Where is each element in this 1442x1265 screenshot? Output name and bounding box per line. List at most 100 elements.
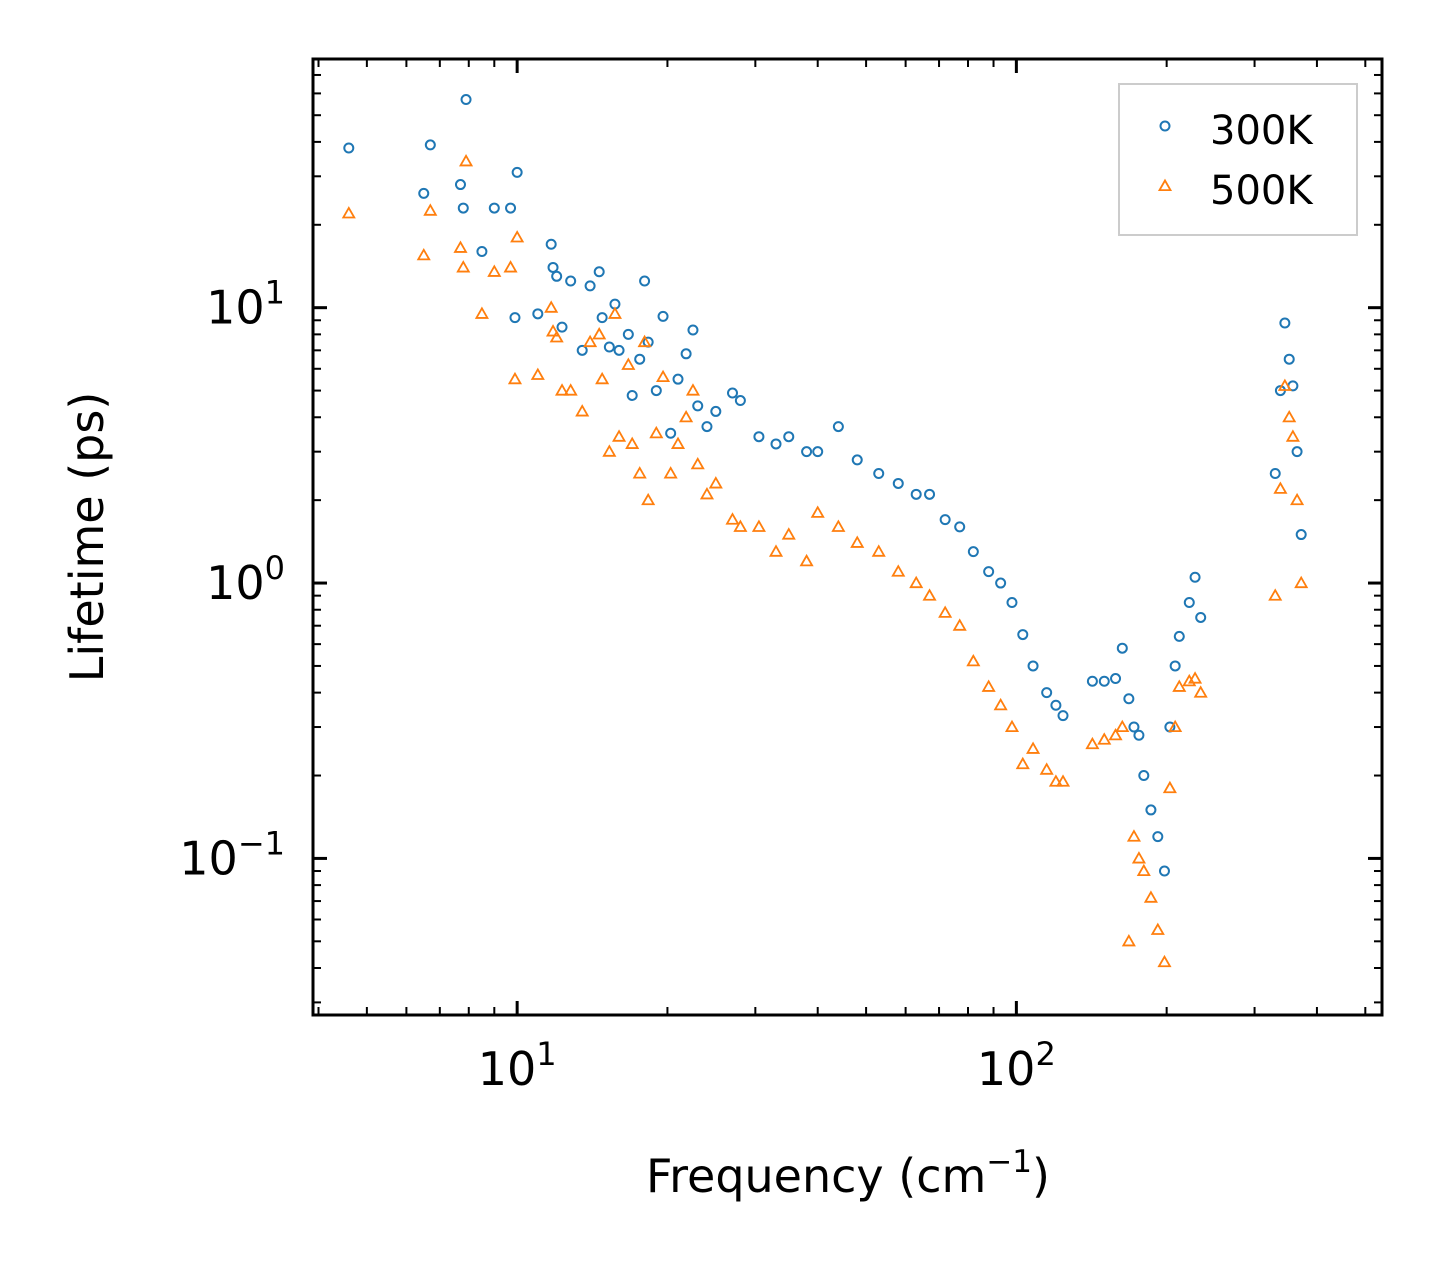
data-point <box>1121 933 1136 947</box>
data-point <box>1172 679 1187 692</box>
y-tick-base: 10 <box>206 556 265 610</box>
data-point <box>423 203 438 216</box>
data-point <box>725 512 740 525</box>
data-point <box>621 357 636 370</box>
data-point <box>1116 642 1128 654</box>
data-point <box>954 521 966 533</box>
data-point <box>505 202 517 214</box>
x-axis-label-main: Frequency (cm <box>646 1149 986 1203</box>
data-point <box>995 577 1007 589</box>
legend-marker-300k <box>1159 120 1171 132</box>
y-axis-label: Lifetime (ps) <box>60 392 114 683</box>
data-point <box>1015 756 1030 770</box>
data-point <box>556 321 568 333</box>
data-point <box>458 154 474 167</box>
data-point <box>1041 687 1053 699</box>
data-point <box>343 142 355 154</box>
legend-box <box>1118 83 1358 236</box>
series-500k <box>341 154 1309 968</box>
data-point <box>909 575 924 589</box>
y-tick-exponent: 1 <box>265 274 285 312</box>
plot-frame <box>311 57 1384 1017</box>
data-point <box>341 206 356 219</box>
data-point <box>1291 446 1303 458</box>
data-point <box>801 446 813 458</box>
data-point <box>593 266 605 278</box>
data-point <box>924 488 936 500</box>
data-point <box>922 588 937 601</box>
data-point <box>726 387 738 399</box>
data-point <box>892 477 904 489</box>
data-point <box>418 187 430 199</box>
data-point <box>831 519 846 532</box>
data-point <box>1152 831 1164 843</box>
data-point <box>733 519 748 532</box>
data-point <box>1115 719 1130 733</box>
data-point <box>532 308 544 320</box>
data-point <box>476 245 488 257</box>
legend-marker-symbol <box>1157 178 1173 192</box>
data-point <box>1282 409 1297 423</box>
data-point <box>910 488 922 500</box>
data-point <box>563 383 578 396</box>
data-point <box>1027 660 1039 672</box>
data-point <box>993 697 1008 711</box>
data-points <box>341 94 1309 968</box>
data-point <box>488 202 500 214</box>
data-point <box>1126 829 1142 842</box>
data-point <box>952 618 967 631</box>
data-point <box>1150 922 1165 935</box>
data-point <box>967 546 979 558</box>
data-point <box>663 466 678 479</box>
data-point <box>551 270 563 282</box>
data-point <box>1086 675 1098 687</box>
data-point <box>670 436 686 449</box>
data-point <box>701 421 713 433</box>
legend-label-500k: 500K <box>1210 168 1314 214</box>
data-point <box>1145 804 1157 816</box>
data-point <box>981 679 996 692</box>
data-point <box>474 306 489 319</box>
data-point <box>799 553 814 567</box>
data-point <box>1169 660 1181 672</box>
data-point <box>612 429 627 442</box>
data-point <box>549 330 564 343</box>
data-point <box>812 446 824 458</box>
data-point <box>770 438 782 450</box>
data-point <box>810 505 825 518</box>
legend-marker-symbol <box>1159 120 1171 132</box>
data-point <box>1157 954 1172 968</box>
data-point <box>634 353 646 365</box>
data-point <box>454 179 466 191</box>
data-point <box>708 476 723 489</box>
data-point <box>1048 774 1063 787</box>
x-axis-label-sup: −1 <box>986 1144 1032 1180</box>
data-point <box>510 230 525 243</box>
x-tick-label: 102 <box>977 1035 1056 1096</box>
data-point <box>1269 467 1281 479</box>
data-point <box>665 427 677 439</box>
data-point <box>751 519 766 532</box>
data-point <box>891 564 906 577</box>
x-axis-label-suffix: ) <box>1032 1149 1050 1203</box>
data-point <box>576 344 588 356</box>
y-tick-base: 10 <box>179 831 238 885</box>
data-point <box>783 431 795 443</box>
data-point <box>680 348 692 360</box>
data-point <box>1057 710 1069 722</box>
data-point <box>850 535 865 548</box>
x-tick-base: 10 <box>977 1042 1036 1096</box>
data-point <box>1294 575 1309 589</box>
data-point <box>1017 629 1029 641</box>
data-point <box>687 324 699 336</box>
data-point <box>873 467 885 479</box>
data-point <box>575 404 590 417</box>
data-point <box>1273 481 1288 494</box>
data-point <box>1050 699 1062 711</box>
data-point <box>1136 863 1151 877</box>
data-point <box>457 202 469 214</box>
data-point <box>655 369 671 383</box>
data-point <box>871 544 886 557</box>
